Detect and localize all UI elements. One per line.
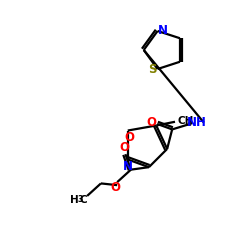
Text: O: O xyxy=(124,131,134,144)
Text: CH: CH xyxy=(177,116,194,126)
Text: NH: NH xyxy=(187,116,207,129)
Text: C: C xyxy=(80,195,87,205)
Text: H: H xyxy=(70,195,78,205)
Text: O: O xyxy=(146,116,156,129)
Text: O: O xyxy=(120,142,130,154)
Text: 3: 3 xyxy=(78,195,83,204)
Text: N: N xyxy=(158,24,168,38)
Text: S: S xyxy=(148,62,156,76)
Text: 3: 3 xyxy=(186,119,192,128)
Text: O: O xyxy=(110,181,120,194)
Text: N: N xyxy=(123,160,133,173)
